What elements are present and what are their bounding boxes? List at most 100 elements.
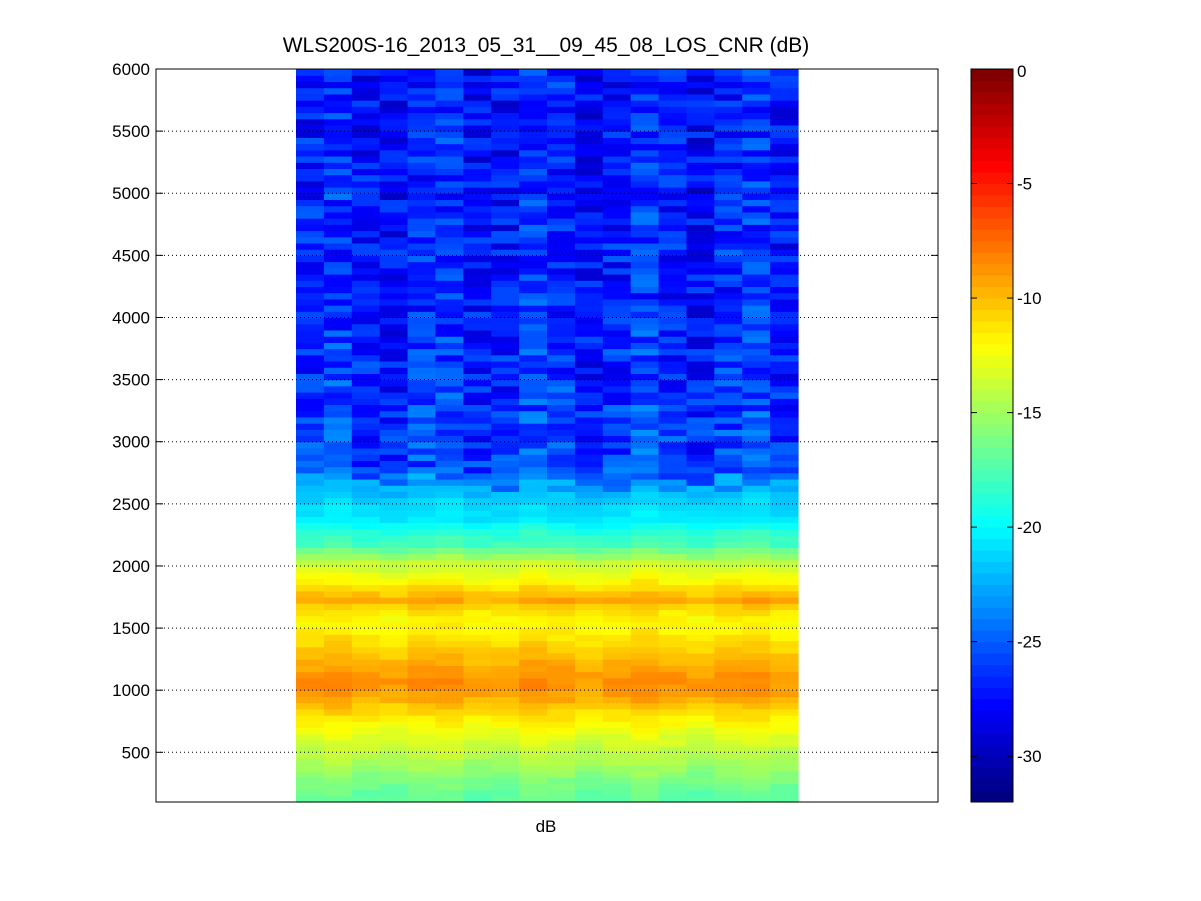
heatmap-cell — [714, 472, 743, 480]
heatmap-cell — [742, 758, 771, 766]
heatmap-cell — [742, 137, 771, 145]
heatmap-cell — [296, 75, 325, 83]
heatmap-cell — [351, 336, 381, 343]
heatmap-cell — [491, 317, 520, 325]
heatmap-cell — [351, 715, 381, 722]
heatmap-cell — [323, 131, 353, 138]
heatmap-cell — [770, 510, 799, 517]
heatmap-cell — [547, 510, 576, 517]
heatmap-cell — [519, 292, 548, 300]
heatmap-cell — [379, 298, 409, 306]
colorbar-step — [971, 721, 1013, 734]
heatmap-cell — [296, 392, 325, 399]
heatmap-cell — [602, 472, 632, 480]
heatmap-cell — [519, 342, 548, 350]
heatmap-cell — [491, 193, 520, 201]
heatmap-cell — [547, 311, 576, 319]
heatmap-cell — [463, 398, 492, 406]
heatmap-cell — [602, 770, 632, 778]
heatmap-cell — [658, 416, 688, 424]
heatmap-cell — [435, 292, 464, 300]
heatmap-cell — [714, 758, 743, 766]
heatmap-cell — [379, 404, 409, 412]
heatmap-cell — [407, 329, 437, 337]
heatmap-cell — [602, 423, 632, 430]
heatmap-cell — [351, 522, 381, 530]
heatmap-cell — [351, 541, 381, 548]
heatmap-cell — [686, 609, 715, 617]
heatmap-cell — [435, 466, 464, 474]
heatmap-cell — [351, 360, 381, 368]
heatmap-cell — [658, 311, 688, 319]
heatmap-cell — [407, 218, 437, 225]
heatmap-cell — [770, 261, 799, 269]
heatmap-cell — [519, 516, 548, 524]
heatmap-cell — [379, 149, 409, 157]
heatmap-cell — [296, 286, 325, 294]
heatmap-cell — [574, 472, 604, 480]
heatmap-cell — [658, 205, 688, 213]
heatmap-cell — [658, 385, 688, 393]
heatmap-cell — [742, 168, 771, 176]
heatmap-cell — [686, 541, 715, 548]
heatmap-cell — [351, 131, 381, 138]
heatmap-cell — [463, 273, 492, 281]
heatmap-cell — [714, 491, 743, 499]
heatmap-cell — [351, 298, 381, 306]
heatmap-cell — [574, 423, 604, 430]
heatmap-cell — [435, 81, 464, 89]
heatmap-cell — [407, 665, 437, 673]
heatmap-cell — [714, 690, 743, 697]
heatmap-cell — [296, 572, 325, 579]
heatmap-cell — [574, 640, 604, 648]
heatmap-cell — [463, 789, 492, 797]
heatmap-cell — [686, 410, 715, 418]
heatmap-cell — [742, 584, 771, 592]
heatmap-cell — [602, 590, 632, 598]
heatmap-cell — [630, 478, 660, 486]
heatmap-cell — [602, 783, 632, 791]
colorbar-tick-label: -20 — [1017, 518, 1042, 537]
heatmap-cell — [296, 683, 325, 691]
heatmap-cell — [714, 746, 743, 753]
heatmap-cell — [658, 659, 688, 666]
heatmap-cell — [658, 708, 688, 716]
heatmap-cell — [519, 311, 548, 319]
heatmap-cell — [686, 286, 715, 294]
heatmap-cell — [714, 534, 743, 542]
heatmap-cell — [463, 603, 492, 611]
heatmap-cell — [351, 447, 381, 455]
heatmap-cell — [407, 106, 437, 114]
heatmap-cell — [351, 485, 381, 492]
heatmap-cell — [742, 603, 771, 611]
heatmap-cell — [658, 342, 688, 350]
heatmap-cell — [351, 367, 381, 374]
heatmap-cell — [714, 752, 743, 760]
heatmap-cell — [379, 180, 409, 188]
heatmap-cell — [323, 758, 353, 766]
heatmap-cell — [714, 652, 743, 660]
heatmap-cell — [630, 770, 660, 778]
heatmap-cell — [491, 590, 520, 598]
heatmap-cell — [742, 783, 771, 791]
heatmap-cell — [296, 609, 325, 617]
heatmap-cell — [407, 454, 437, 461]
heatmap-cell — [296, 423, 325, 430]
heatmap-cell — [658, 671, 688, 679]
heatmap-cell — [658, 485, 688, 492]
heatmap-cell — [463, 118, 492, 126]
colorbar-step — [971, 401, 1013, 414]
heatmap-cell — [351, 218, 381, 225]
heatmap-cell — [547, 367, 576, 374]
heatmap-cell — [323, 485, 353, 492]
heatmap-cell — [351, 168, 381, 176]
heatmap-cell — [491, 789, 520, 797]
heatmap-cell — [351, 311, 381, 319]
heatmap-cell — [714, 640, 743, 648]
heatmap-cell — [547, 628, 576, 635]
heatmap-cell — [658, 410, 688, 418]
heatmap-cell — [770, 81, 799, 89]
heatmap-cell — [658, 795, 688, 803]
heatmap-cell — [658, 298, 688, 306]
heatmap-cell — [463, 137, 492, 145]
